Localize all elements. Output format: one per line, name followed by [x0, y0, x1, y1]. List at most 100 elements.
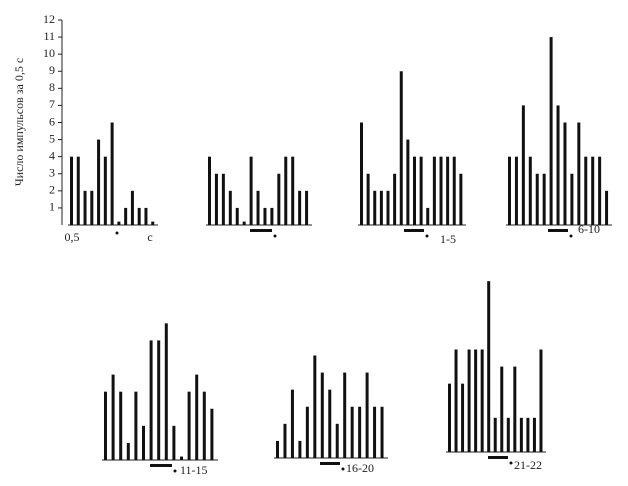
bar — [298, 440, 302, 458]
bar — [290, 389, 294, 458]
bar — [187, 391, 191, 460]
stimulus-bar — [150, 464, 172, 467]
y-tick-label: 11 — [43, 29, 55, 43]
bar — [242, 221, 246, 225]
bar — [149, 340, 153, 460]
bar — [214, 173, 218, 225]
bar — [276, 440, 279, 458]
bar — [180, 456, 183, 460]
stimulus-bar — [548, 229, 568, 232]
stimulus-bar — [250, 229, 272, 232]
bar — [459, 173, 463, 225]
bar — [119, 391, 123, 460]
bar — [151, 221, 155, 225]
bar — [76, 156, 80, 225]
bar — [454, 349, 458, 452]
bar — [126, 442, 130, 460]
bar — [535, 173, 539, 225]
bar — [130, 190, 134, 225]
bar — [117, 221, 121, 225]
bar — [358, 406, 362, 458]
group-label: 11-15 — [180, 463, 208, 477]
bar — [399, 71, 403, 225]
bar — [124, 207, 128, 225]
bar — [365, 372, 369, 458]
bar — [373, 406, 377, 458]
y-tick-label: 4 — [49, 148, 55, 162]
bar — [210, 408, 214, 460]
bar — [380, 406, 384, 458]
bar — [519, 417, 523, 452]
bar — [542, 173, 546, 225]
bar — [439, 156, 443, 225]
marker-dot — [509, 461, 513, 465]
bar — [144, 207, 148, 225]
bar — [467, 349, 471, 452]
bar — [591, 156, 595, 225]
bar — [419, 156, 423, 225]
bar — [393, 173, 397, 225]
bar — [563, 122, 567, 225]
bar — [228, 190, 232, 225]
y-tick-label: 10 — [43, 46, 55, 60]
bar — [480, 349, 484, 452]
bar — [426, 207, 430, 225]
bar — [284, 156, 288, 225]
marker-dot — [341, 467, 345, 471]
bar — [263, 207, 267, 225]
bar — [461, 383, 465, 452]
bar — [134, 391, 138, 460]
bar — [386, 190, 390, 225]
y-tick-label: 6 — [49, 114, 55, 128]
stimulus-bar — [488, 456, 508, 459]
bar — [598, 156, 602, 225]
bar — [508, 156, 511, 225]
bar — [584, 156, 588, 225]
bar — [305, 406, 309, 458]
bar — [528, 156, 532, 225]
bar — [256, 190, 260, 225]
bar — [195, 374, 199, 460]
bar — [110, 122, 114, 225]
bar — [97, 139, 101, 225]
bar — [291, 156, 295, 225]
bar — [406, 139, 410, 225]
bar — [103, 156, 107, 225]
x-label-start: 0,5 — [65, 230, 80, 244]
bar — [487, 281, 491, 452]
bar — [513, 366, 517, 452]
marker-dot — [173, 469, 177, 473]
marker-dot — [115, 231, 119, 235]
bar — [493, 417, 497, 452]
group-label: 6-10 — [578, 222, 600, 236]
y-tick-label: 12 — [43, 12, 55, 26]
bar — [521, 105, 525, 225]
bar — [270, 207, 274, 225]
bar — [343, 372, 347, 458]
bar — [283, 423, 287, 458]
bar — [249, 156, 253, 225]
marker-dot — [425, 234, 429, 238]
x-label-end: с — [147, 230, 152, 244]
bar — [313, 355, 317, 458]
bar — [506, 417, 510, 452]
y-tick-label: 2 — [49, 183, 55, 197]
bar — [172, 425, 176, 460]
group-label: 1-5 — [440, 232, 456, 246]
y-tick-label: 5 — [49, 131, 55, 145]
bar — [208, 156, 211, 225]
bar — [137, 207, 141, 225]
bar — [221, 173, 225, 225]
y-tick-label: 8 — [49, 80, 55, 94]
bar — [474, 349, 478, 452]
bar — [526, 417, 530, 452]
y-axis-label: Число импульсов за 0,5 с — [12, 58, 26, 186]
bar — [328, 389, 332, 458]
bar — [202, 391, 206, 460]
bar — [532, 417, 536, 452]
y-tick-label: 1 — [49, 200, 55, 214]
bar — [556, 105, 560, 225]
bar — [104, 391, 107, 460]
bar — [277, 173, 281, 225]
